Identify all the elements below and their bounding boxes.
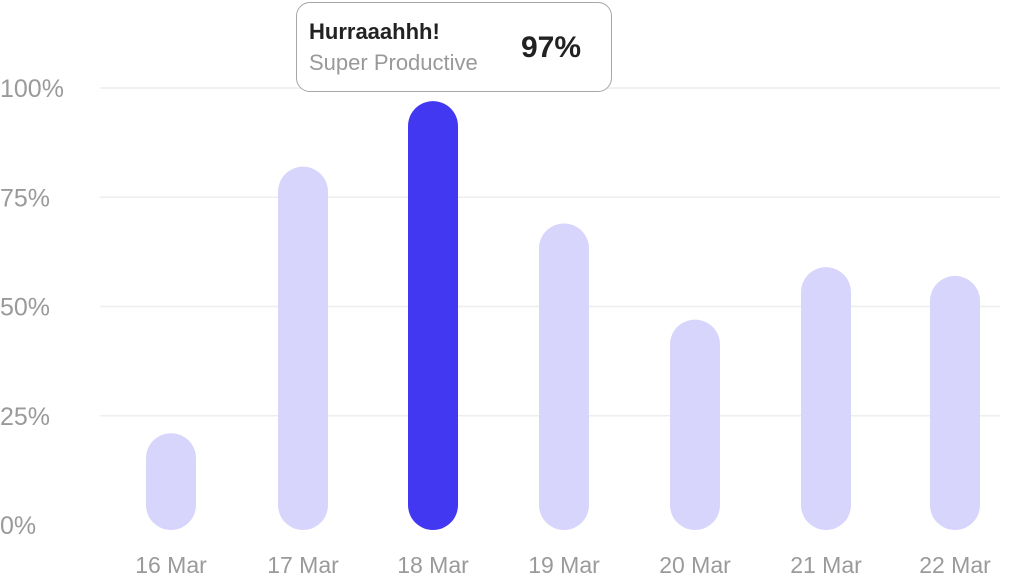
x-tick-label: 20 Mar — [659, 552, 731, 576]
bar — [670, 319, 720, 530]
y-tick-label: 100% — [0, 75, 64, 103]
tooltip: Hurraaahhh! Super Productive 97% — [296, 2, 612, 92]
x-tick-label: 21 Mar — [790, 552, 862, 576]
bar — [539, 223, 589, 530]
x-tick-label: 19 Mar — [528, 552, 600, 576]
x-tick-label: 18 Mar — [397, 552, 469, 576]
bar — [146, 433, 196, 530]
tooltip-subtitle: Super Productive — [309, 50, 478, 75]
bar — [801, 267, 851, 530]
y-tick-label: 50% — [0, 294, 50, 322]
bar — [278, 166, 328, 530]
x-tick-label: 22 Mar — [919, 552, 991, 576]
tooltip-title: Hurraaahhh! — [309, 19, 440, 44]
tooltip-value: 97% — [521, 31, 582, 64]
y-tick-label: 75% — [0, 184, 50, 212]
bar — [930, 275, 980, 530]
y-tick-label: 25% — [0, 403, 50, 431]
y-tick-label: 0% — [0, 512, 36, 540]
bar — [408, 101, 458, 531]
x-tick-label: 16 Mar — [135, 552, 207, 576]
x-tick-label: 17 Mar — [267, 552, 339, 576]
